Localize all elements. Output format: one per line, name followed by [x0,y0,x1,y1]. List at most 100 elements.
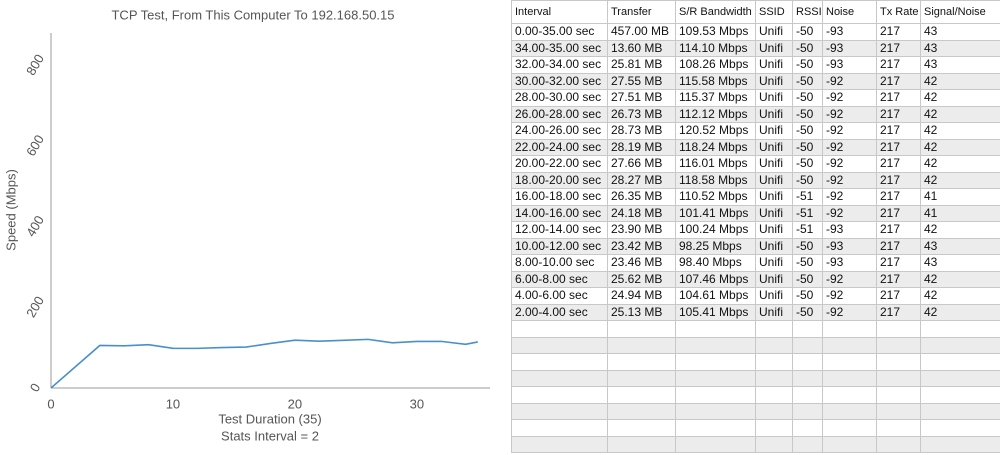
table-cell: -92 [822,155,877,173]
empty-cell [511,336,608,354]
table-cell: 2.00-4.00 sec [511,303,608,321]
empty-cell [755,320,793,338]
table-cell: 217 [876,204,921,222]
table-cell: 107.46 Mbps [675,270,756,288]
empty-cell [607,386,676,404]
table-cell: 110.52 Mbps [675,188,756,206]
table-cell: -50 [792,155,823,173]
table-cell: 43 [920,237,1000,255]
empty-cell [876,402,921,420]
table-row: 0.00-35.00 sec 457.00 MB 109.53 Mbps Unifi -… [511,23,1000,41]
empty-cell [511,402,608,420]
empty-cell [511,320,608,338]
table-cell: 8.00-10.00 sec [511,254,608,272]
table-cell: 18.00-20.00 sec [511,171,608,189]
table-cell: -51 [792,188,823,206]
table-cell: -92 [822,72,877,90]
empty-cell [607,320,676,338]
table-cell: 24.18 MB [607,204,676,222]
table-cell: 27.66 MB [607,155,676,173]
table-cell: 26.73 MB [607,105,676,123]
table-cell: Unifi [755,23,793,41]
table-cell: -92 [822,188,877,206]
table-cell: 43 [920,39,1000,57]
table-cell: Unifi [755,287,793,305]
table-cell: 41 [920,188,1000,206]
empty-cell [792,369,823,387]
table-cell: Unifi [755,56,793,74]
y-axis-label: Speed (Mbps) [3,169,18,251]
empty-cell [822,402,877,420]
table-cell: 28.73 MB [607,122,676,140]
empty-cell [511,353,608,371]
table-row: 4.00-6.00 sec 24.94 MB 104.61 Mbps Unifi -50… [511,287,1000,305]
column-header: RSSI [792,0,823,24]
table-cell: 22.00-24.00 sec [511,138,608,156]
empty-cell [822,336,877,354]
table-cell: -93 [822,39,877,57]
table-cell: Unifi [755,254,793,272]
empty-row [511,336,1000,354]
table-cell: 23.42 MB [607,237,676,255]
table-cell: 42 [920,155,1000,173]
table-cell: Unifi [755,138,793,156]
table-cell: 105.41 Mbps [675,303,756,321]
empty-cell [511,369,608,387]
table-cell: 30.00-32.00 sec [511,72,608,90]
table-cell: -93 [822,23,877,41]
table-cell: -50 [792,303,823,321]
table-row: 26.00-28.00 sec 26.73 MB 112.12 Mbps Unifi -… [511,105,1000,123]
table-cell: 217 [876,138,921,156]
empty-cell [755,336,793,354]
table-cell: 217 [876,89,921,107]
table-cell: -93 [822,56,877,74]
table-cell: -50 [792,56,823,74]
empty-row [511,320,1000,338]
empty-cell [920,353,1000,371]
table-row: 10.00-12.00 sec 23.42 MB 98.25 Mbps Unifi -5… [511,237,1000,255]
table-cell: 25.81 MB [607,56,676,74]
table-cell: Unifi [755,122,793,140]
table-cell: 43 [920,254,1000,272]
table-cell: 43 [920,23,1000,41]
y-tick-label: 800 [23,52,47,78]
table-cell: Unifi [755,188,793,206]
empty-cell [876,419,921,437]
table-cell: 26.00-28.00 sec [511,105,608,123]
empty-cell [822,419,877,437]
table-cell: -50 [792,105,823,123]
table-cell: -93 [822,221,877,239]
table-cell: -92 [822,105,877,123]
table-cell: 217 [876,155,921,173]
table-cell: 24.00-26.00 sec [511,122,608,140]
column-header: Transfer [607,0,676,24]
table-cell: Unifi [755,155,793,173]
empty-cell [792,419,823,437]
y-tick-label: 600 [23,132,47,158]
empty-cell [876,353,921,371]
empty-cell [792,336,823,354]
table-cell: 28.27 MB [607,171,676,189]
table-cell: 217 [876,122,921,140]
table-cell: -93 [822,254,877,272]
table-cell: 14.00-16.00 sec [511,204,608,222]
table-cell: 43 [920,56,1000,74]
table-row: 22.00-24.00 sec 28.19 MB 118.24 Mbps Unifi -… [511,138,1000,156]
column-header: Noise [822,0,877,24]
table-cell: 115.37 Mbps [675,89,756,107]
table-cell: 23.90 MB [607,221,676,239]
empty-cell [920,402,1000,420]
empty-row [511,369,1000,387]
table-cell: -50 [792,23,823,41]
table-cell: 98.25 Mbps [675,237,756,255]
table-cell: Unifi [755,39,793,57]
empty-cell [920,336,1000,354]
table-cell: 24.94 MB [607,287,676,305]
table-cell: 42 [920,72,1000,90]
table-cell: 25.13 MB [607,303,676,321]
empty-cell [920,435,1000,453]
table-cell: 217 [876,287,921,305]
table-cell: 217 [876,105,921,123]
empty-cell [822,369,877,387]
